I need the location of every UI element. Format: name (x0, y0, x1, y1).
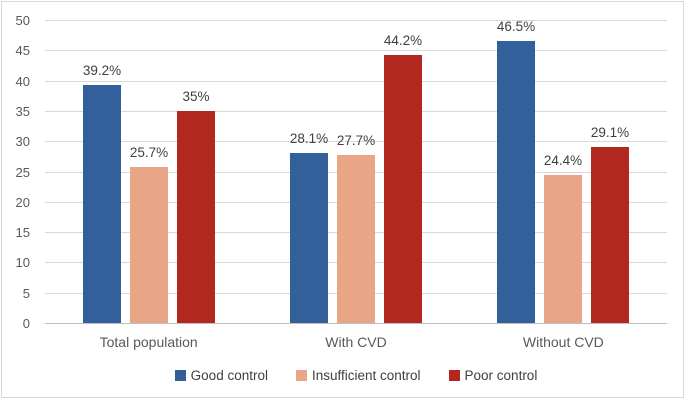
legend-swatch-icon (174, 370, 186, 381)
x-axis-line (45, 323, 667, 324)
y-tick-label: 0 (22, 316, 30, 331)
bar (337, 155, 375, 323)
y-gridline (45, 50, 667, 51)
bar (544, 175, 582, 323)
bar (290, 153, 328, 323)
y-tick-label: 50 (15, 13, 30, 28)
y-gridline (45, 141, 667, 142)
legend-item: Insufficient control (295, 368, 421, 383)
bar-value-label: 25.7% (129, 145, 169, 160)
bar (83, 85, 121, 323)
y-tick-label: 10 (15, 255, 30, 270)
y-gridline (45, 111, 667, 112)
legend-item: Poor control (448, 368, 538, 383)
legend-swatch-icon (295, 370, 307, 381)
bar-value-label: 28.1% (289, 131, 329, 146)
bar (384, 55, 422, 323)
y-tick-label: 5 (22, 286, 30, 301)
y-tick-label: 25 (15, 165, 30, 180)
y-tick-label: 45 (15, 43, 30, 58)
bar-value-label: 44.2% (383, 33, 423, 48)
y-tick-label: 40 (15, 74, 30, 89)
bar (497, 41, 535, 323)
y-tick-label: 30 (15, 134, 30, 149)
bar-value-label: 46.5% (496, 19, 536, 34)
x-category-label: Without CVD (522, 334, 604, 350)
y-tick-label: 15 (15, 225, 30, 240)
legend-item: Good control (174, 368, 268, 383)
bar-value-label: 39.2% (82, 63, 122, 78)
bar (130, 167, 168, 323)
y-tick-label: 35 (15, 104, 30, 119)
legend-label: Poor control (464, 368, 538, 383)
legend-label: Good control (190, 368, 268, 383)
y-gridline (45, 20, 667, 21)
legend-swatch-icon (448, 370, 460, 381)
x-category-label: With CVD (325, 334, 387, 350)
bar-value-label: 29.1% (590, 125, 630, 140)
legend: Good control Insufficient control Poor con… (45, 368, 667, 383)
bar-value-label: 27.7% (336, 133, 376, 148)
bar (591, 147, 629, 323)
bar (177, 111, 215, 323)
x-category-label: Total population (99, 334, 198, 350)
bar-value-label: 24.4% (543, 153, 583, 168)
y-gridline (45, 81, 667, 82)
bar-value-label: 35% (182, 89, 210, 104)
legend-label: Insufficient control (311, 368, 421, 383)
y-tick-label: 20 (15, 195, 30, 210)
